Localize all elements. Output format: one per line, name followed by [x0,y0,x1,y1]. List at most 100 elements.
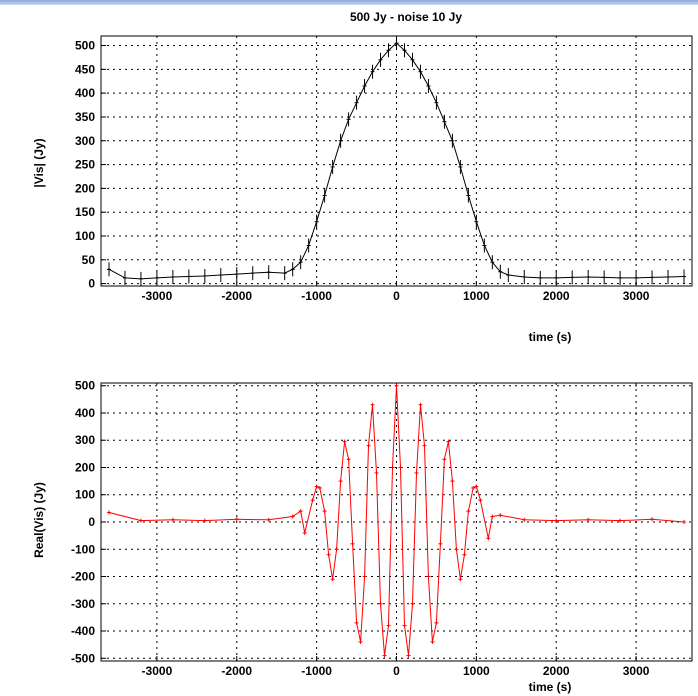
x-tick-label: -3000 [142,664,173,678]
data-point [370,64,375,79]
data-point [414,470,419,475]
data-point [410,601,415,606]
data-point [138,518,143,523]
data-point [462,552,467,557]
y-tick-label: 150 [75,205,95,219]
y-tick-label: 50 [82,253,96,267]
y-tick-label: 500 [75,379,95,393]
data-point [498,513,503,518]
y-tick-label: 400 [75,86,95,100]
data-point [234,267,239,282]
data-point [586,517,591,522]
data-point [378,52,383,67]
x-tick-label: 0 [393,664,400,678]
data-point [418,402,423,407]
data-point [506,268,511,283]
data-point [346,112,351,127]
data-point [650,517,655,522]
data-point [522,269,527,284]
data-point [602,270,607,285]
data-point [442,114,447,129]
plot-frame [100,382,693,662]
data-point [422,443,427,448]
data-point [370,402,375,407]
y-tick-label: -100 [71,542,95,556]
data-point [498,264,503,279]
data-point [374,470,379,475]
data-point [682,269,687,284]
data-point [202,269,207,283]
y-tick-label: 400 [75,406,95,420]
data-point [434,95,439,110]
data-point [306,238,311,253]
data-point [290,262,295,277]
x-tick-label: 3000 [623,289,650,303]
data-point [302,530,307,535]
data-point [398,465,403,470]
x-tick-label: 0 [393,289,400,303]
y-tick-label: 300 [75,433,95,447]
data-point [138,271,143,286]
data-point [522,517,527,522]
chart-panel-vis-amplitude: |Vis| (Jy) time (s) -3000 -2000 -1000 0 1000… [32,35,693,344]
data-point [282,266,287,281]
data-point [218,268,223,283]
y-tick-label: 0 [88,515,95,529]
data-point [250,266,255,281]
data-point [382,653,387,658]
y-tick-label: 200 [75,460,95,474]
data-point [426,574,431,579]
data-point [362,574,367,579]
x-tick-label: -2000 [221,664,252,678]
data-point [450,479,455,484]
data-point [618,270,623,285]
data-point [266,517,271,522]
data-point [650,270,655,285]
data-point [338,479,343,484]
data-point [386,623,391,628]
data-point [298,509,303,514]
data-point [366,443,371,448]
data-point [554,270,559,285]
data-point [410,52,415,67]
y-tick-label: 250 [75,158,95,172]
data-point [322,509,327,514]
x-tick-label: 1000 [463,289,490,303]
x-tick-label: 2000 [543,664,570,678]
data-point [486,536,491,541]
data-point [330,577,335,582]
data-point [170,269,175,284]
data-point [402,623,407,628]
data-point [458,159,463,174]
data-point [317,485,322,490]
data-point [682,520,687,524]
data-point [490,255,495,270]
data-point [478,498,483,503]
data-point [314,484,319,489]
data-point [290,514,295,519]
data-point [466,188,471,203]
data-point [554,518,559,523]
data-point [234,517,239,522]
data-point [446,439,451,444]
x-tick-label: 1000 [463,664,490,678]
data-point [358,639,363,644]
y-tick-label: 350 [75,110,95,124]
data-point [390,465,395,470]
y-tick-label: 100 [75,229,95,243]
x-axis-title: time (s) [529,680,572,694]
data-point [338,133,343,148]
data-point [186,269,191,284]
x-axis-title: time (s) [529,330,572,344]
data-point [438,541,443,546]
data-point [418,64,423,79]
y-tick-label: 100 [75,488,95,502]
data-point [202,518,207,523]
data-point [454,547,459,552]
data-point [310,498,315,503]
y-tick-label: 0 [88,277,95,291]
plot-frame [100,35,693,287]
x-tick-label: -3000 [142,289,173,303]
x-tick-label: 3000 [623,664,650,678]
